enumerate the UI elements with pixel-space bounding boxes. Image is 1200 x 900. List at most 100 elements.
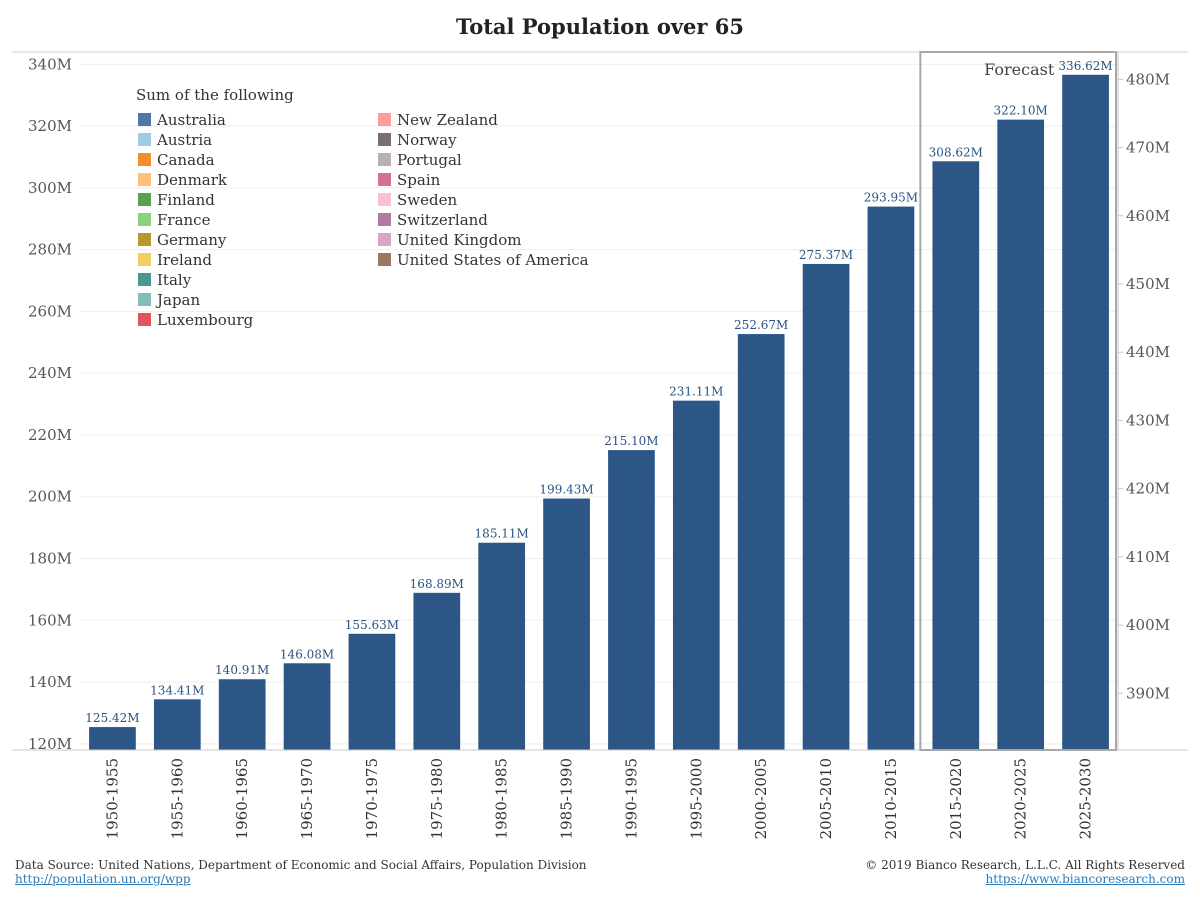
legend-item-label: Norway	[397, 131, 457, 149]
y-tick-label: 340M	[28, 55, 72, 73]
legend-swatch	[138, 213, 151, 226]
y-tick-label: 300M	[28, 179, 72, 197]
x-tick-label: 1975-1980	[428, 758, 446, 839]
legend-item-label: Sweden	[397, 191, 457, 209]
legend-swatch	[138, 313, 151, 326]
x-tick-label: 2000-2005	[752, 758, 770, 839]
legend-swatch	[138, 233, 151, 246]
legend-title: Sum of the following	[136, 86, 294, 104]
legend-swatch	[378, 253, 391, 266]
bar-value-label: 275.37M	[799, 248, 853, 262]
legend-item-label: Italy	[157, 271, 192, 289]
legend-swatch	[378, 113, 391, 126]
bar-value-label: 252.67M	[734, 318, 788, 332]
bar-value-label: 140.91M	[215, 663, 269, 677]
y-tick-label: 120M	[28, 735, 72, 753]
bar	[218, 679, 266, 750]
x-tick-label: 1955-1960	[168, 758, 186, 839]
legend: Sum of the following Australia Austria Cana…	[136, 86, 589, 329]
bar-value-label: 308.62M	[929, 145, 983, 159]
legend-item-label: Ireland	[157, 251, 212, 269]
legend-swatch	[378, 233, 391, 246]
bar	[608, 450, 655, 750]
y-tick-label: 260M	[28, 302, 72, 320]
x-tick-label: 2010-2015	[882, 758, 900, 839]
y2-tick-label: 410M	[1126, 548, 1170, 566]
bar-value-label: 199.43M	[539, 483, 593, 497]
bar-value-label: 322.10M	[994, 104, 1048, 118]
legend-item-label: Portugal	[397, 151, 462, 169]
legend-swatch	[378, 173, 391, 186]
legend-item-label: United States of America	[397, 251, 589, 269]
x-tick-label: 2005-2010	[817, 758, 835, 839]
legend-swatch	[378, 213, 391, 226]
x-tick-label: 1980-1985	[493, 758, 511, 839]
y-tick-label: 280M	[28, 241, 72, 259]
legend-item-label: Japan	[155, 291, 201, 309]
y-tick-label: 220M	[28, 426, 72, 444]
bar	[737, 334, 785, 750]
y-tick-label: 140M	[28, 673, 72, 691]
bar	[153, 699, 201, 750]
legend-swatch	[138, 113, 151, 126]
y2-tick-label: 420M	[1126, 480, 1170, 498]
x-tick-label: 1965-1970	[298, 758, 316, 839]
bar-value-label: 134.41M	[150, 683, 204, 697]
x-tick-label: 1970-1975	[363, 758, 381, 839]
site-link[interactable]: https://www.biancoresearch.com	[985, 872, 1185, 886]
y2-tick-label: 460M	[1126, 207, 1170, 225]
bar-value-label: 231.11M	[669, 385, 723, 399]
bar	[348, 633, 396, 750]
legend-swatch	[138, 193, 151, 206]
y-tick-label: 320M	[28, 117, 72, 135]
legend-item-label: Denmark	[157, 171, 228, 189]
legend-swatch	[138, 293, 151, 306]
bar-value-label: 168.89M	[410, 577, 464, 591]
legend-item-label: Finland	[157, 191, 215, 209]
x-tick-label: 1985-1990	[558, 758, 576, 839]
legend-item-label: Switzerland	[397, 211, 488, 229]
bar	[672, 400, 720, 750]
y-tick-label: 240M	[28, 364, 72, 382]
legend-item-label: Luxembourg	[157, 311, 254, 329]
y-tick-label: 180M	[28, 550, 72, 568]
legend-item-label: Austria	[156, 131, 212, 149]
y2-tick-label: 400M	[1126, 616, 1170, 634]
x-tick-label: 2020-2025	[1012, 758, 1030, 839]
legend-swatch	[138, 173, 151, 186]
legend-item-label: Canada	[157, 151, 215, 169]
bars: 125.42M 134.41M 140.91M 146.08M 155.63M 168.8…	[85, 59, 1113, 751]
y-tick-label: 160M	[28, 611, 72, 629]
y-tick-label: 200M	[28, 488, 72, 506]
y2-tick-label: 390M	[1126, 684, 1170, 702]
footer-copyright: © 2019 Bianco Research, L.L.C. All Right…	[865, 858, 1185, 886]
legend-item-label: Australia	[156, 111, 226, 129]
bar	[413, 592, 461, 750]
bar	[283, 663, 331, 750]
bar-value-label: 293.95M	[864, 191, 918, 205]
bar	[543, 498, 590, 750]
bar	[478, 542, 526, 750]
y2-tick-label: 430M	[1126, 411, 1170, 429]
legend-item-label: Spain	[397, 171, 441, 189]
legend-swatch	[378, 133, 391, 146]
x-tick-label: 2025-2030	[1077, 758, 1095, 839]
forecast-box	[919, 51, 1117, 751]
legend-swatch	[378, 193, 391, 206]
footer-source: Data Source: United Nations, Department …	[15, 858, 587, 886]
bar-value-label: 336.62M	[1058, 59, 1112, 73]
chart-title: Total Population over 65	[455, 14, 745, 39]
y2-tick-label: 470M	[1126, 139, 1170, 157]
bar	[867, 206, 915, 750]
bar-value-label: 155.63M	[345, 618, 399, 632]
source-link[interactable]: http://population.un.org/wpp	[15, 872, 191, 886]
legend-swatch	[138, 273, 151, 286]
source-text: Data Source: United Nations, Department …	[15, 858, 587, 872]
bar-value-label: 215.10M	[604, 434, 658, 448]
bar	[89, 727, 136, 750]
y2-tick-label: 480M	[1126, 70, 1170, 88]
bar-value-label: 185.11M	[475, 527, 529, 541]
copyright-text: © 2019 Bianco Research, L.L.C. All Right…	[865, 858, 1185, 872]
bar-value-label: 146.08M	[280, 647, 334, 661]
